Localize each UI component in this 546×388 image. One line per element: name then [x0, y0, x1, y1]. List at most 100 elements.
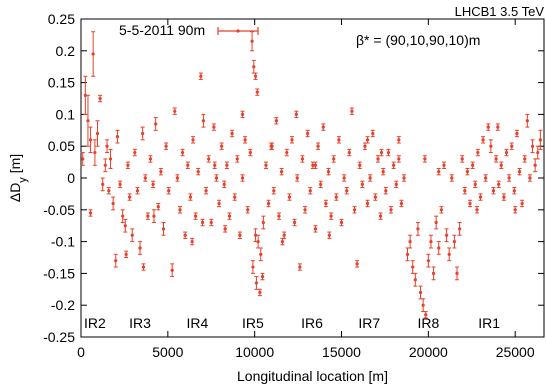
data-point	[237, 231, 242, 239]
data-point	[105, 139, 110, 154]
data-point	[499, 161, 504, 169]
point-marker	[156, 205, 160, 209]
x-axis-label: Longitudinal location [m]	[237, 368, 388, 384]
point-marker	[520, 201, 524, 206]
y-tick-label: -0.25	[43, 329, 75, 345]
data-point	[441, 161, 446, 169]
data-point	[509, 142, 514, 150]
point-marker	[538, 138, 542, 142]
point-marker	[188, 195, 193, 199]
point-marker	[300, 157, 305, 161]
point-marker	[200, 220, 205, 225]
data-point	[141, 263, 146, 271]
point-marker	[235, 157, 239, 161]
data-point	[91, 31, 96, 77]
point-marker	[316, 144, 320, 148]
data-point	[198, 72, 203, 80]
point-marker	[115, 135, 120, 139]
point-marker	[207, 157, 211, 161]
data-point	[495, 123, 500, 131]
beta-annotation: β* = (90,10,90,10)m	[356, 32, 480, 48]
data-point	[481, 136, 486, 144]
data-point	[118, 180, 123, 189]
data-point	[349, 107, 354, 115]
data-point	[166, 187, 171, 195]
data-point	[436, 167, 441, 176]
data-point	[339, 218, 344, 227]
point-marker	[442, 163, 446, 167]
point-marker	[220, 144, 224, 148]
point-marker	[223, 227, 227, 231]
point-marker	[248, 150, 252, 155]
point-marker	[418, 290, 423, 295]
data-point	[274, 117, 279, 125]
data-point	[98, 94, 103, 103]
point-marker	[294, 112, 298, 116]
y-tick-label: -0.1	[51, 234, 75, 250]
y-tick-label: 0.25	[48, 11, 75, 27]
data-point	[530, 139, 535, 154]
point-marker	[463, 189, 467, 193]
point-marker	[159, 170, 163, 174]
data-point	[347, 148, 352, 157]
data-point	[527, 174, 532, 182]
y-tick-label: 0.2	[56, 43, 76, 59]
data-point	[245, 206, 250, 214]
point-marker	[424, 313, 428, 317]
data-point	[257, 288, 262, 297]
data-point	[92, 139, 97, 166]
point-marker	[251, 265, 255, 269]
data-point	[444, 228, 449, 243]
point-marker	[280, 240, 285, 244]
point-marker	[103, 163, 107, 167]
y-axis: -0.25 -0.2 -0.15 -0.1 -0.05 0 0.05 0.1 0.15 0.2 0.…	[43, 11, 544, 345]
ir-label-ir7: IR7	[358, 315, 380, 331]
point-marker	[230, 131, 234, 136]
point-marker	[83, 93, 87, 97]
point-marker	[421, 303, 425, 307]
ir-label-ir5: IR5	[242, 315, 264, 331]
data-point	[170, 263, 175, 278]
data-point	[250, 260, 255, 274]
data-point	[525, 113, 530, 128]
point-marker	[212, 125, 216, 129]
data-point	[370, 129, 375, 138]
data-point	[127, 193, 132, 201]
point-marker	[512, 189, 516, 193]
point-marker	[213, 163, 217, 167]
point-marker	[376, 157, 380, 161]
point-marker	[170, 268, 174, 272]
point-marker	[416, 227, 420, 231]
data-point	[132, 148, 137, 157]
data-point	[386, 148, 391, 157]
point-marker	[114, 259, 118, 263]
point-marker	[143, 176, 147, 180]
data-point	[106, 187, 111, 195]
point-marker	[528, 176, 532, 180]
point-marker	[138, 246, 142, 250]
data-point	[316, 142, 321, 150]
data-point	[342, 174, 347, 182]
point-marker	[255, 90, 259, 94]
data-point	[156, 202, 161, 211]
point-marker	[277, 214, 281, 218]
point-marker	[105, 144, 109, 148]
point-marker	[481, 138, 485, 142]
data-point	[130, 228, 135, 243]
data-point	[80, 152, 85, 166]
point-marker	[384, 189, 388, 193]
data-point	[402, 174, 407, 182]
point-marker	[313, 163, 318, 167]
point-marker	[471, 163, 475, 167]
data-point	[455, 266, 460, 281]
point-marker	[194, 214, 198, 218]
point-marker	[264, 163, 268, 167]
data-point	[108, 148, 113, 169]
data-point	[436, 241, 441, 255]
point-marker	[311, 163, 315, 167]
data-point	[261, 215, 266, 230]
x-tick-label: 20000	[409, 344, 448, 360]
point-marker	[270, 144, 274, 148]
data-point	[224, 161, 229, 169]
data-point	[190, 237, 195, 246]
